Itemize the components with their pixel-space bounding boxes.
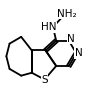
Text: HN: HN — [41, 22, 56, 32]
Text: N: N — [67, 34, 75, 44]
Text: NH₂: NH₂ — [57, 9, 77, 19]
Text: N: N — [75, 48, 82, 58]
Text: S: S — [41, 74, 48, 85]
